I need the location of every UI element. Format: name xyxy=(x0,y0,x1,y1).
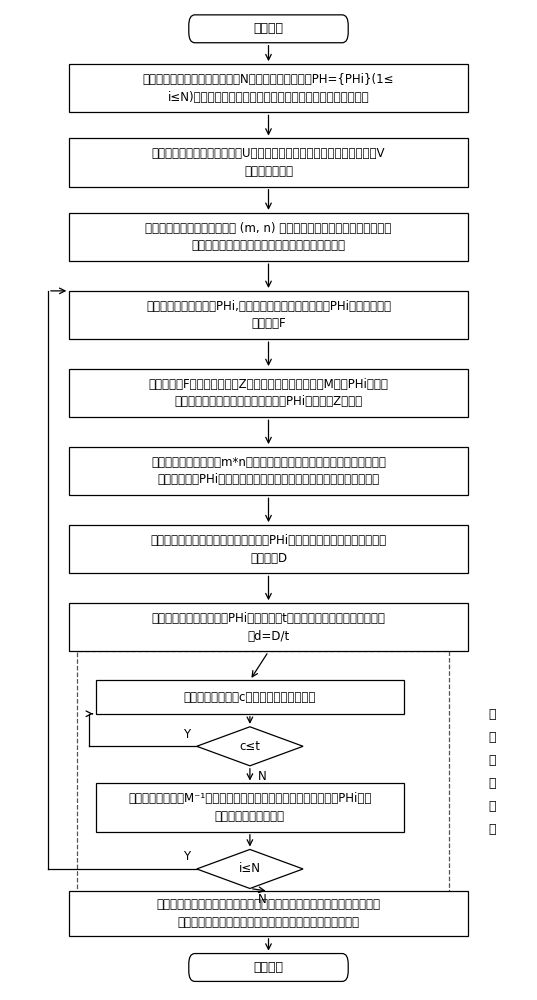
Bar xyxy=(69,369,468,417)
Bar xyxy=(69,447,468,495)
Text: 根据用户设置的横纵网格数目 (m, n) 以及格网范围与方向，进行平面格网
划分，并且保证相邻两趋势线之间的格网数目相同: 根据用户设置的横纵网格数目 (m, n) 以及格网范围与方向，进行平面格网 划分… xyxy=(146,222,391,252)
Text: c≤t: c≤t xyxy=(240,740,260,753)
Polygon shape xyxy=(197,727,303,766)
Text: 剖分结束: 剖分结束 xyxy=(253,961,284,974)
Text: 获取某一套地层体模型PHi,利用面积加权平均的方法求取PHi空间轴向的单
位法向量F̄: 获取某一套地层体模型PHi,利用面积加权平均的方法求取PHi空间轴向的单 位法向… xyxy=(146,300,391,330)
Bar xyxy=(69,291,468,339)
Text: 将单位向量F̄旋转到与坐标轴Z一致，确定旋转变换矩阵M，对PHi地层模
型上所有点按此矩阵做坐标变换，使PHi的轴向与Z轴一致: 将单位向量F̄旋转到与坐标轴Z一致，确定旋转变换矩阵M，对PHi地层模 型上所有… xyxy=(149,378,388,408)
Text: N: N xyxy=(258,893,267,906)
Text: 输入待剖分的地质结构模型（由N层地层体模型组成）PH={PHi}(1≤
i≤N)，定制地层序列定义表，绘制趋势线，确定剖分格网范围: 输入待剖分的地质结构模型（由N层地层体模型组成）PH={PHi}(1≤ i≤N)… xyxy=(143,73,394,104)
Text: N: N xyxy=(258,770,267,783)
Bar xyxy=(69,138,468,187)
Text: 开始剖分: 开始剖分 xyxy=(253,22,284,35)
Text: 对平面网格划分得到的m*n个网格点依次做垂直坐标投影，计算与经过旋
转的地层模型PHi上（下）表面的交点，如果没有交点，则标记为无效: 对平面网格划分得到的m*n个网格点依次做垂直坐标投影，计算与经过旋 转的地层模型… xyxy=(151,456,386,486)
Polygon shape xyxy=(197,849,303,888)
Text: 求取所有投影点第c步生长后的空间坐标集: 求取所有投影点第c步生长后的空间坐标集 xyxy=(184,691,316,704)
FancyBboxPatch shape xyxy=(189,15,348,43)
Text: 求取投影点位置的倾角等斜线，求取与PHi的交点，计算投影点与该交点之
间的距离D: 求取投影点位置的倾角等斜线，求取与PHi的交点，计算投影点与该交点之 间的距离D xyxy=(150,534,387,565)
Bar xyxy=(69,603,468,651)
Text: 垂
向
格
网
划
分: 垂 向 格 网 划 分 xyxy=(488,708,496,836)
Text: 从地层序列定义表中获取PHi的细分层数t，则该点处每一步的垂向生长距
离d=D/t: 从地层序列定义表中获取PHi的细分层数t，则该点处每一步的垂向生长距 离d=D/… xyxy=(151,612,386,643)
FancyBboxPatch shape xyxy=(189,954,348,981)
Bar xyxy=(69,525,468,573)
Text: 确定平面格网方向，其中横向U方向与趋势线的平均方向保持一致，纵向V
方向则与之垂直: 确定平面格网方向，其中横向U方向与趋势线的平均方向保持一致，纵向V 方向则与之垂… xyxy=(152,147,385,178)
Text: Y: Y xyxy=(183,728,191,741)
Text: 对所有求得的坐标集，按照其空间坐标及其拓扑序列，构建空间不规则六
面体体元，则可得到对应于此地质结构模型的精细体元模型: 对所有求得的坐标集，按照其空间坐标及其拓扑序列，构建空间不规则六 面体体元，则可… xyxy=(156,898,381,929)
Bar xyxy=(96,680,404,714)
Bar xyxy=(69,891,468,936)
Bar xyxy=(77,651,449,893)
Text: 通过逆向变换矩阵M⁻¹对剖分得到的空间坐标做旋转变换，得到与PHi真实
形态一致的空间坐标集: 通过逆向变换矩阵M⁻¹对剖分得到的空间坐标做旋转变换，得到与PHi真实 形态一致… xyxy=(128,792,372,823)
Text: Y: Y xyxy=(183,850,191,863)
Bar xyxy=(96,783,404,832)
Text: i≤N: i≤N xyxy=(239,862,261,875)
Bar xyxy=(69,213,468,261)
Bar xyxy=(69,64,468,112)
